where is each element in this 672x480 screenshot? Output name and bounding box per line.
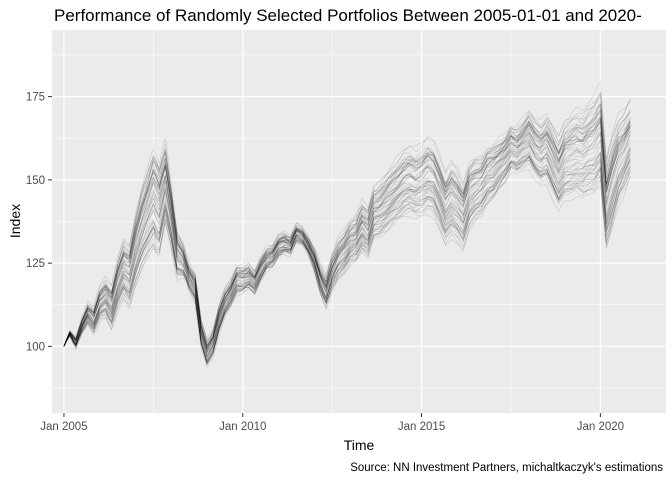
source-caption: Source: NN Investment Partners, michaltk… (350, 462, 663, 474)
portfolio-series-line (63, 155, 631, 366)
portfolio-series-line (63, 132, 631, 355)
portfolio-series-line (63, 153, 631, 362)
portfolio-series-line (63, 166, 631, 368)
portfolio-series-line (63, 139, 631, 354)
portfolio-series-line (63, 119, 631, 348)
portfolio-series-line (63, 116, 631, 351)
x-tick-label: Jan 2020 (577, 421, 624, 433)
portfolio-series-line (63, 109, 631, 348)
portfolio-series-line (63, 156, 631, 363)
portfolio-series-line (63, 101, 631, 347)
portfolio-series-line (63, 91, 631, 347)
portfolio-series-line (63, 93, 631, 347)
portfolio-series-line (63, 112, 631, 347)
y-axis-title: Index (7, 204, 23, 238)
portfolio-series-line (63, 156, 631, 362)
portfolio-series-line (63, 140, 631, 359)
portfolio-series-line (63, 108, 631, 348)
portfolio-series-line (63, 155, 631, 363)
grid-major (52, 30, 666, 413)
portfolio-series-line (63, 144, 631, 356)
x-tick-label: Jan 2005 (40, 421, 87, 433)
portfolio-series-line (63, 103, 631, 348)
y-axis-ticks: 100 125 150 175 (26, 92, 52, 353)
portfolio-series-line (63, 125, 631, 355)
series-layer (63, 80, 631, 368)
portfolio-series-line (63, 110, 631, 349)
portfolio-series-line (63, 102, 631, 347)
portfolio-series-line (63, 104, 631, 347)
portfolio-series-line (63, 155, 631, 362)
portfolio-series-line (63, 157, 631, 365)
portfolio-series-line (63, 163, 631, 366)
portfolio-series-line (63, 118, 631, 352)
portfolio-series-line (63, 80, 631, 347)
portfolio-series-line (63, 156, 631, 365)
chart-title: Performance of Randomly Selected Portfol… (54, 6, 642, 25)
portfolio-series-line (63, 133, 631, 353)
portfolio-series-line (63, 159, 631, 364)
portfolio-series-line (63, 129, 631, 354)
portfolio-series-line (63, 120, 631, 349)
x-tick-label: Jan 2010 (219, 421, 266, 433)
y-tick-label: 150 (26, 175, 45, 187)
portfolio-series-line (63, 103, 631, 347)
portfolio-series-line (63, 149, 631, 363)
portfolio-series-line (63, 148, 631, 366)
portfolio-series-line (63, 146, 631, 361)
portfolio-series-line (63, 130, 631, 352)
x-tick-label: Jan 2015 (398, 421, 445, 433)
portfolio-series-line (63, 142, 631, 360)
portfolio-series-line (63, 144, 631, 357)
portfolio-series-line (63, 95, 631, 349)
portfolio-series-line (63, 140, 631, 358)
portfolio-series-line (63, 125, 631, 352)
portfolio-series-line (63, 138, 631, 354)
portfolio-series-line (63, 116, 631, 347)
portfolio-series-line (63, 107, 631, 347)
portfolio-series-line (63, 118, 631, 350)
portfolio-series-line (63, 153, 631, 364)
portfolio-series-line (63, 115, 631, 351)
portfolio-series-line (63, 115, 631, 352)
y-tick-label: 175 (26, 92, 45, 104)
portfolio-series-line (63, 91, 631, 347)
y-tick-label: 100 (26, 341, 45, 353)
portfolio-series-line (63, 152, 631, 365)
x-axis-title: Time (344, 437, 375, 453)
x-axis-ticks: Jan 2005 Jan 2010 Jan 2015 Jan 2020 (40, 413, 624, 433)
y-tick-label: 125 (26, 258, 45, 270)
portfolio-series-line (63, 120, 631, 350)
portfolio-series-line (63, 130, 631, 357)
portfolio-series-line (63, 153, 631, 361)
portfolio-series-line (63, 147, 631, 358)
portfolio-series-line (63, 117, 631, 350)
grid-minor (52, 30, 666, 413)
portfolio-series-line (63, 135, 631, 359)
portfolio-series-line (63, 121, 631, 350)
portfolio-series-line (63, 159, 631, 363)
